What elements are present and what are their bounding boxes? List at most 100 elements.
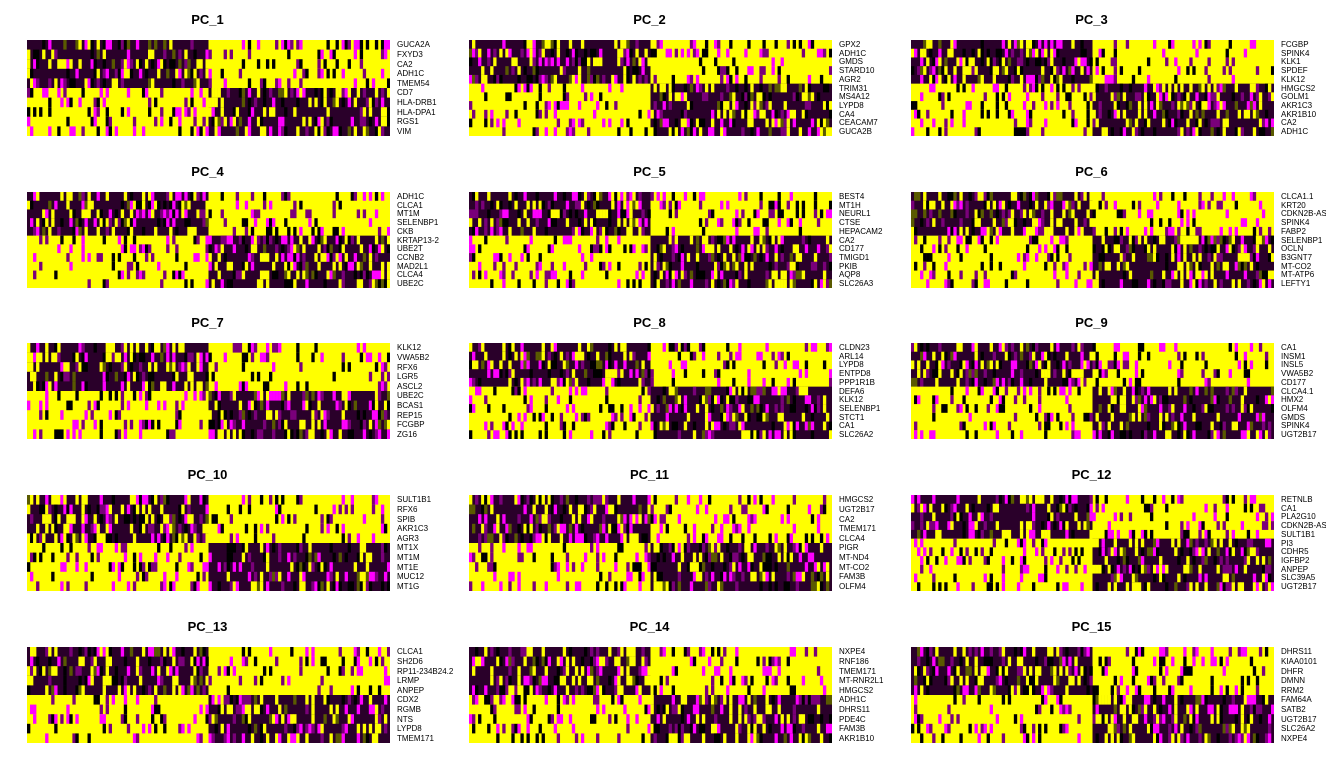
heatmap-cell: [363, 192, 366, 201]
heatmap-cell: [151, 381, 154, 391]
heatmap-cell: [823, 279, 826, 288]
heatmap-cell: [287, 253, 290, 262]
gene-label: LEFTY1: [1281, 279, 1310, 288]
heatmap-cell: [772, 271, 775, 280]
heatmap-cell: [45, 372, 48, 382]
heatmap-cell: [1204, 236, 1207, 245]
heatmap-cell: [772, 110, 775, 119]
heatmap-cell: [539, 352, 542, 361]
heatmap-row: [469, 57, 832, 66]
heatmap-cell: [690, 84, 693, 93]
heatmap-cell: [254, 401, 257, 411]
heatmap-cell: [545, 227, 548, 236]
heatmap-cell: [523, 192, 526, 201]
heatmap-cell: [984, 201, 987, 210]
heatmap-cell: [205, 514, 208, 524]
heatmap-block: [651, 262, 833, 271]
heatmap-cell: [175, 572, 178, 582]
heatmap-block: [651, 227, 833, 236]
heatmap-cell: [175, 271, 178, 280]
heatmap-cell: [1020, 40, 1023, 49]
heatmap-cell: [54, 429, 57, 439]
heatmap-cell: [1014, 271, 1017, 280]
heatmap-cell: [1026, 360, 1029, 369]
heatmap-cell: [1123, 395, 1126, 404]
heatmap-cell: [808, 40, 811, 49]
heatmap-cell: [520, 352, 523, 361]
heatmap-cell: [1080, 66, 1083, 75]
heatmap-cell: [278, 343, 281, 353]
heatmap-cell: [1083, 192, 1086, 201]
heatmap-cell: [115, 410, 118, 420]
heatmap-cell: [932, 201, 935, 210]
heatmap-cell: [681, 253, 684, 262]
gene-label: AKR1B10: [1281, 110, 1316, 119]
heatmap-cell: [1262, 236, 1265, 245]
heatmap-cell: [1132, 75, 1135, 84]
heatmap-cell: [1062, 378, 1065, 387]
heatmap-cell: [554, 75, 557, 84]
heatmap-cell: [48, 59, 51, 69]
heatmap-cell: [1156, 201, 1159, 210]
heatmap-cell: [106, 88, 109, 98]
heatmap-cell: [1241, 430, 1244, 439]
heatmap-cell: [965, 57, 968, 66]
heatmap-cell: [45, 495, 48, 505]
heatmap-cell: [635, 430, 638, 439]
heatmap-cell: [496, 201, 499, 210]
heatmap-cell: [1214, 395, 1217, 404]
heatmap-cell: [536, 209, 539, 218]
heatmap-cell: [1271, 387, 1274, 396]
heatmap-cell: [614, 505, 617, 515]
heatmap-cell: [520, 227, 523, 236]
heatmap-cell: [608, 378, 611, 387]
heatmap-cell: [139, 209, 142, 218]
heatmap-cell: [962, 395, 965, 404]
heatmap-panel: PC_4 ADH1C CLCA1 MT1M SELENBP1 CKB KRTAP13-2 UB…: [0, 152, 442, 304]
heatmap-cell: [169, 192, 172, 201]
heatmap-cell: [741, 387, 744, 396]
heatmap-cell: [326, 572, 329, 582]
heatmap-cell: [820, 49, 823, 58]
heatmap-cell: [626, 40, 629, 49]
heatmap-cell: [808, 236, 811, 245]
heatmap-cell: [1065, 271, 1068, 280]
heatmap-cell: [717, 352, 720, 361]
heatmap-cell: [254, 391, 257, 401]
heatmap-cell: [917, 110, 920, 119]
heatmap-cell: [702, 369, 705, 378]
heatmap-cell: [54, 78, 57, 88]
heatmap-cell: [505, 49, 508, 58]
heatmap-cell: [199, 495, 202, 505]
heatmap-cell: [169, 201, 172, 210]
heatmap-cell: [1183, 253, 1186, 262]
heatmap-cell: [151, 524, 154, 534]
heatmap-cell: [254, 244, 257, 253]
heatmap-cell: [233, 117, 236, 127]
heatmap-cell: [608, 430, 611, 439]
heatmap-cell: [387, 117, 390, 127]
heatmap-cell: [481, 495, 484, 505]
heatmap-cell: [826, 413, 829, 422]
heatmap-cell: [1265, 236, 1268, 245]
heatmap-cell: [330, 429, 333, 439]
heatmap-cell: [1093, 360, 1096, 369]
heatmap-cell: [1192, 40, 1195, 49]
heatmap-cell: [1065, 352, 1068, 361]
heatmap-cell: [272, 98, 275, 108]
heatmap-cell: [272, 391, 275, 401]
heatmap-cell: [1123, 110, 1126, 119]
heatmap-cell: [1204, 244, 1207, 253]
heatmap-cell: [63, 533, 66, 543]
heatmap-cell: [127, 227, 130, 236]
heatmap-cell: [590, 514, 593, 524]
heatmap-cell: [369, 372, 372, 382]
gene-label: PIGR: [839, 543, 859, 552]
heatmap-cell: [502, 40, 505, 49]
heatmap-cell: [1096, 279, 1099, 288]
heatmap-cell: [705, 387, 708, 396]
heatmap-cell: [60, 236, 63, 245]
heatmap-cell: [1253, 110, 1256, 119]
heatmap-cell: [638, 404, 641, 413]
heatmap-cell: [342, 362, 345, 372]
